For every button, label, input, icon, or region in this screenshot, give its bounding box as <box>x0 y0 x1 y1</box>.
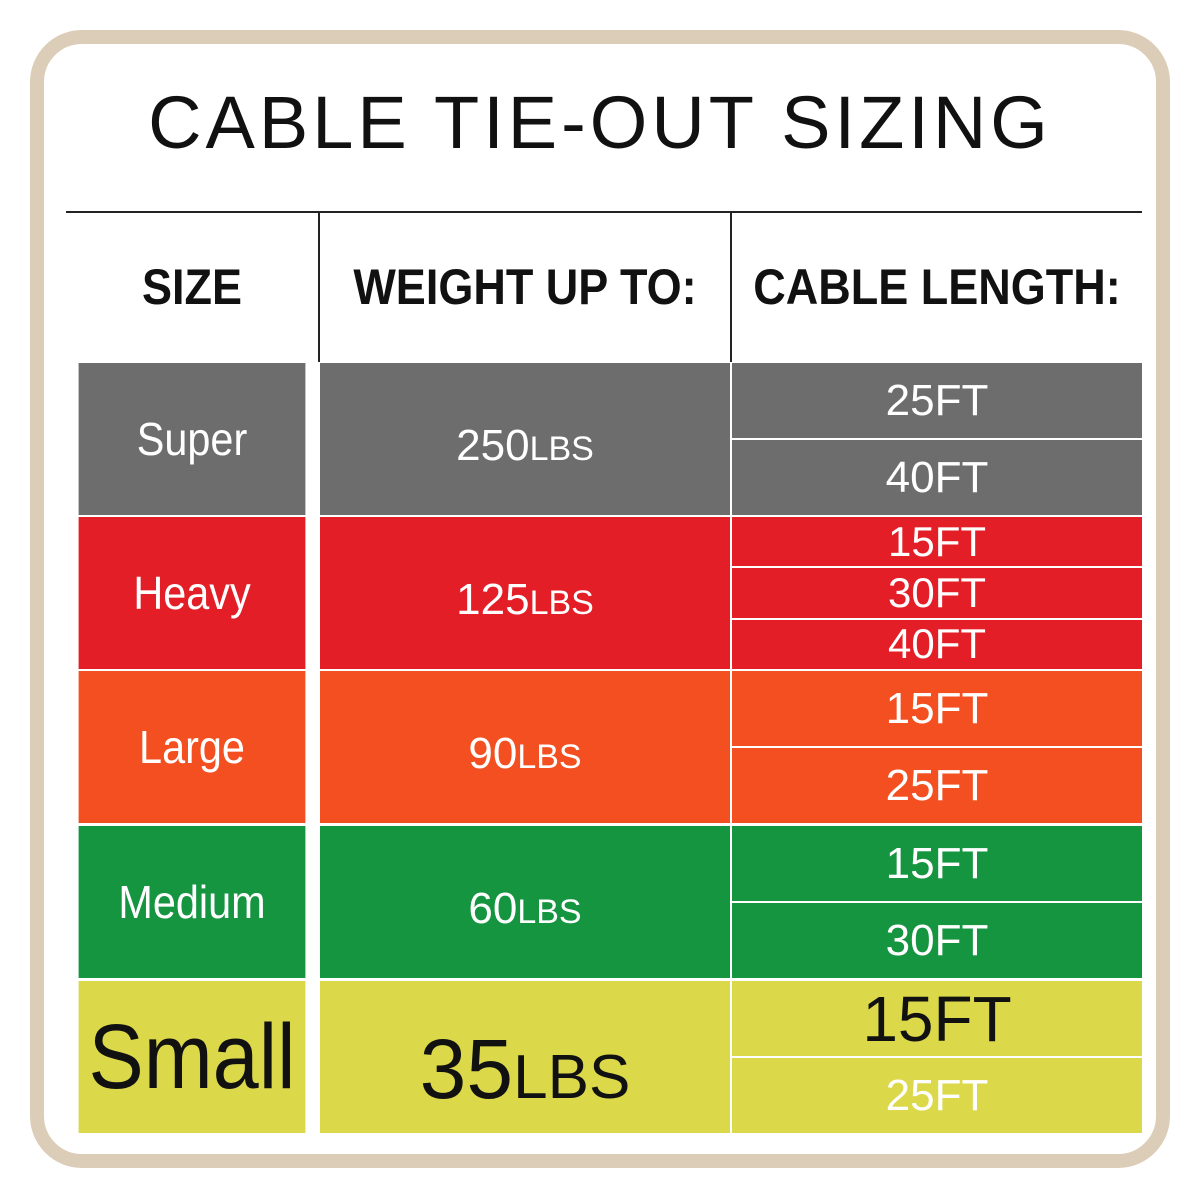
weight-unit: LBS <box>529 584 594 622</box>
cable-length-cell: 15FT <box>732 826 1142 901</box>
weight-value: 125 <box>456 575 530 624</box>
header-weight: WEIGHT UP TO: <box>353 259 697 315</box>
weight-unit: LBS <box>513 1043 631 1112</box>
weight-value: 250 <box>456 421 530 470</box>
cable-length-cell: 15FT <box>732 981 1142 1056</box>
weight-unit: LBS <box>517 738 582 776</box>
cable-length-cell: 40FT <box>732 619 1142 669</box>
weight-value: 90 <box>468 729 518 778</box>
size-label: Large <box>139 721 245 773</box>
cable-length-cell: 25FT <box>732 748 1142 823</box>
weight-cell: 90 LBS <box>320 671 730 823</box>
size-label: Super <box>136 413 248 465</box>
weight-value: 35 <box>419 1022 514 1116</box>
header-cable-length: CABLE LENGTH: <box>753 259 1121 315</box>
cable-length-cell: 30FT <box>732 568 1142 618</box>
size-label: Medium <box>118 876 266 928</box>
size-cell: Super <box>78 363 306 515</box>
size-label: Small <box>88 1005 296 1108</box>
cable-length-cell: 15FT <box>732 517 1142 567</box>
cable-length-cell: 25FT <box>732 363 1142 438</box>
size-cell: Large <box>78 671 306 823</box>
cable-length-cell: 25FT <box>732 1058 1142 1133</box>
weight-value: 60 <box>468 884 518 933</box>
size-cell: Heavy <box>78 517 306 669</box>
cable-length-cell: 15FT <box>732 671 1142 746</box>
header-top-rule <box>66 211 1142 213</box>
header-divider <box>318 212 320 362</box>
cable-length-cell: 40FT <box>732 440 1142 515</box>
cable-length-cell: 30FT <box>732 903 1142 978</box>
size-cell: Medium <box>78 826 306 978</box>
weight-cell: 60 LBS <box>320 826 730 978</box>
weight-cell: 125 LBS <box>320 517 730 669</box>
header-size: SIZE <box>141 259 243 315</box>
size-cell: Small <box>78 981 306 1133</box>
header-divider <box>730 212 732 362</box>
size-label: Heavy <box>133 567 251 619</box>
weight-cell: 35 LBS <box>320 981 730 1133</box>
weight-unit: LBS <box>529 430 594 468</box>
weight-unit: LBS <box>517 893 582 931</box>
page-title: CABLE TIE-OUT SIZING <box>148 81 1052 164</box>
weight-cell: 250 LBS <box>320 363 730 515</box>
